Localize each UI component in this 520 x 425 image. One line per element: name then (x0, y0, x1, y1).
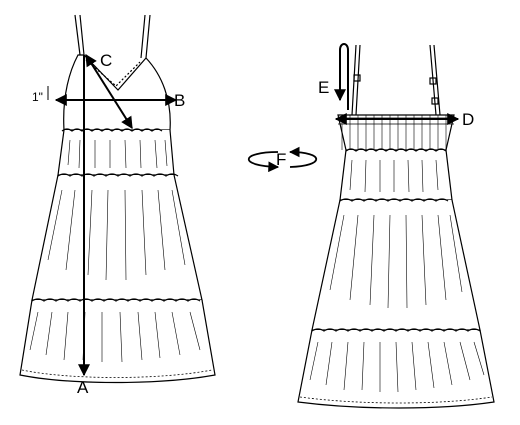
front-bodice (63, 54, 171, 131)
label-d: D (462, 110, 475, 129)
back-right-strap (429, 44, 441, 116)
front-left-strap (74, 14, 85, 56)
label-b: B (174, 91, 186, 110)
front-tier-1 (57, 129, 175, 176)
back-tier-2 (311, 199, 481, 331)
back-dress (297, 44, 495, 409)
label-c: C (100, 51, 113, 70)
front-measurements (47, 53, 178, 377)
front-tier-3 (19, 299, 216, 384)
label-f: F (276, 150, 287, 169)
back-measurements (334, 43, 460, 125)
label-e: E (318, 78, 330, 97)
back-tier-1 (339, 149, 453, 201)
back-tier-3 (297, 329, 495, 409)
front-tier-2 (31, 174, 203, 301)
label-inch: 1" (32, 90, 43, 104)
strap-arrow-e (334, 43, 349, 110)
diagonal-arrow-c (85, 53, 133, 130)
back-bodice (337, 114, 455, 151)
front-right-strap (140, 14, 151, 59)
label-a: A (77, 378, 89, 397)
front-dress (19, 14, 216, 384)
rotation-arrow-f (247, 146, 318, 173)
back-left-strap (351, 44, 361, 116)
